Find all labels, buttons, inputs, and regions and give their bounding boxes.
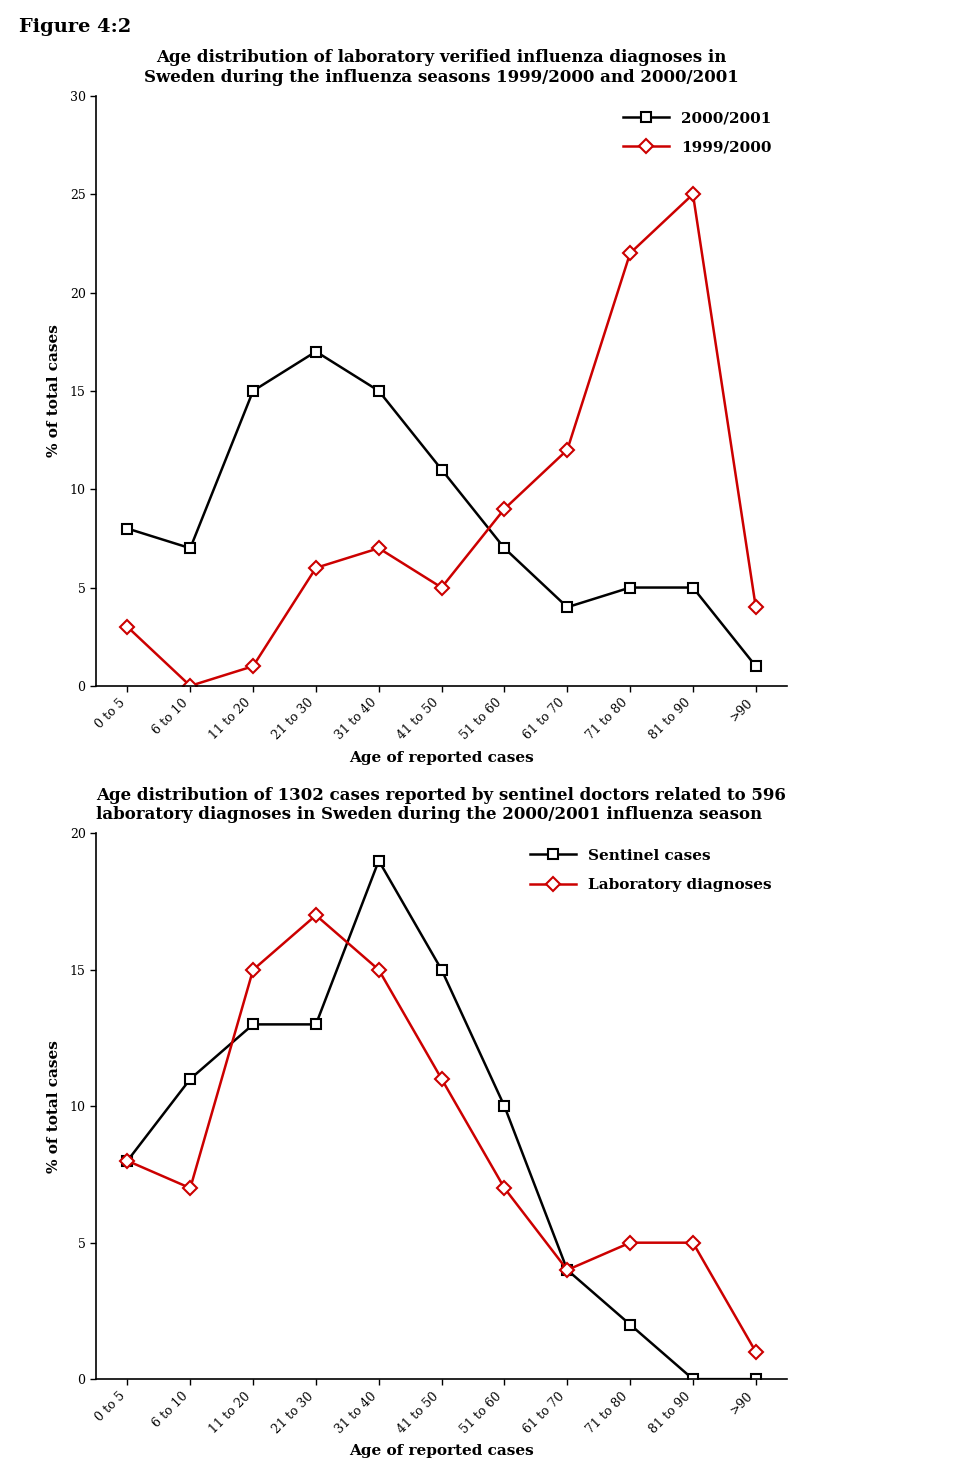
Sentinel cases: [562, 1261, 573, 1279]
1999/2000: [122, 618, 133, 636]
Laboratory diagnoses: [436, 1071, 447, 1089]
Line: 2000/2001: 2000/2001: [123, 347, 760, 671]
Laboratory diagnoses: [498, 1180, 510, 1198]
2000/2001: [750, 658, 761, 676]
Sentinel cases: [436, 962, 447, 979]
Sentinel cases: [373, 851, 385, 869]
Line: 1999/2000: 1999/2000: [123, 189, 760, 690]
2000/2001: [498, 540, 510, 558]
Laboratory diagnoses: [122, 1152, 133, 1170]
Text: Age distribution of 1302 cases reported by sentinel doctors related to 596
labor: Age distribution of 1302 cases reported …: [96, 786, 786, 823]
2000/2001: [687, 578, 699, 596]
2000/2001: [184, 540, 196, 558]
1999/2000: [184, 677, 196, 695]
Title: Age distribution of laboratory verified influenza diagnoses in
Sweden during the: Age distribution of laboratory verified …: [144, 49, 739, 86]
2000/2001: [373, 382, 385, 400]
Y-axis label: % of total cases: % of total cases: [47, 324, 61, 457]
Laboratory diagnoses: [373, 962, 385, 979]
Text: Figure 4:2: Figure 4:2: [19, 18, 132, 35]
2000/2001: [436, 460, 447, 478]
1999/2000: [248, 658, 259, 676]
Sentinel cases: [750, 1370, 761, 1388]
Sentinel cases: [122, 1152, 133, 1170]
Sentinel cases: [624, 1316, 636, 1333]
2000/2001: [562, 599, 573, 617]
Line: Laboratory diagnoses: Laboratory diagnoses: [123, 910, 760, 1357]
Legend: Sentinel cases, Laboratory diagnoses: Sentinel cases, Laboratory diagnoses: [522, 841, 780, 900]
Sentinel cases: [184, 1071, 196, 1089]
Laboratory diagnoses: [562, 1261, 573, 1279]
Laboratory diagnoses: [750, 1342, 761, 1360]
1999/2000: [750, 599, 761, 617]
Sentinel cases: [310, 1015, 322, 1032]
Sentinel cases: [687, 1370, 699, 1388]
2000/2001: [624, 578, 636, 596]
Laboratory diagnoses: [310, 906, 322, 923]
1999/2000: [562, 441, 573, 459]
2000/2001: [310, 342, 322, 360]
1999/2000: [310, 559, 322, 577]
Legend: 2000/2001, 1999/2000: 2000/2001, 1999/2000: [615, 103, 780, 162]
Laboratory diagnoses: [184, 1180, 196, 1198]
1999/2000: [373, 540, 385, 558]
Laboratory diagnoses: [624, 1233, 636, 1251]
Line: Sentinel cases: Sentinel cases: [123, 855, 760, 1384]
1999/2000: [624, 245, 636, 263]
X-axis label: Age of reported cases: Age of reported cases: [349, 1444, 534, 1459]
Sentinel cases: [498, 1097, 510, 1115]
1999/2000: [436, 578, 447, 596]
Y-axis label: % of total cases: % of total cases: [47, 1040, 61, 1173]
2000/2001: [248, 382, 259, 400]
Laboratory diagnoses: [687, 1233, 699, 1251]
1999/2000: [687, 186, 699, 204]
1999/2000: [498, 500, 510, 518]
X-axis label: Age of reported cases: Age of reported cases: [349, 751, 534, 766]
2000/2001: [122, 519, 133, 537]
Sentinel cases: [248, 1015, 259, 1032]
Laboratory diagnoses: [248, 962, 259, 979]
